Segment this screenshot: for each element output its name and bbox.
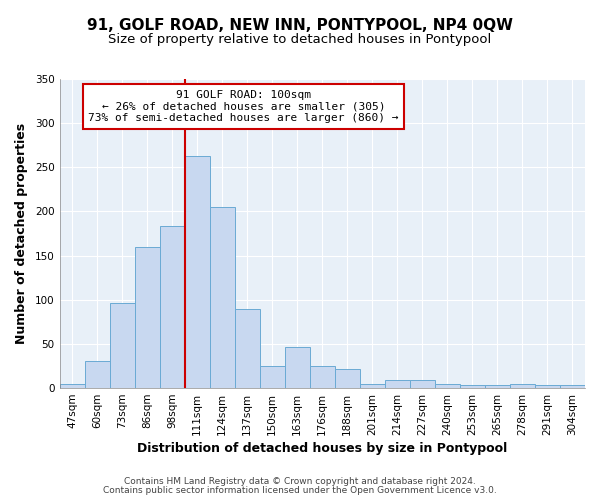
Bar — [185, 156, 209, 388]
X-axis label: Distribution of detached houses by size in Pontypool: Distribution of detached houses by size … — [137, 442, 508, 455]
Bar — [209, 207, 235, 388]
Bar — [134, 247, 160, 388]
Bar — [385, 380, 410, 388]
Bar — [335, 368, 360, 388]
Bar — [435, 384, 460, 388]
Text: 91 GOLF ROAD: 100sqm
← 26% of detached houses are smaller (305)
73% of semi-deta: 91 GOLF ROAD: 100sqm ← 26% of detached h… — [88, 90, 399, 123]
Bar — [360, 384, 385, 388]
Bar — [110, 304, 134, 388]
Bar — [85, 360, 110, 388]
Text: Contains HM Land Registry data © Crown copyright and database right 2024.: Contains HM Land Registry data © Crown c… — [124, 477, 476, 486]
Text: Size of property relative to detached houses in Pontypool: Size of property relative to detached ho… — [109, 32, 491, 46]
Bar — [260, 366, 285, 388]
Bar — [235, 308, 260, 388]
Text: 91, GOLF ROAD, NEW INN, PONTYPOOL, NP4 0QW: 91, GOLF ROAD, NEW INN, PONTYPOOL, NP4 0… — [87, 18, 513, 32]
Bar — [460, 386, 485, 388]
Bar — [285, 348, 310, 388]
Bar — [560, 386, 585, 388]
Bar — [485, 386, 510, 388]
Bar — [59, 384, 85, 388]
Bar — [535, 386, 560, 388]
Text: Contains public sector information licensed under the Open Government Licence v3: Contains public sector information licen… — [103, 486, 497, 495]
Bar — [160, 226, 185, 388]
Bar — [310, 366, 335, 388]
Y-axis label: Number of detached properties: Number of detached properties — [15, 123, 28, 344]
Bar — [410, 380, 435, 388]
Bar — [510, 384, 535, 388]
